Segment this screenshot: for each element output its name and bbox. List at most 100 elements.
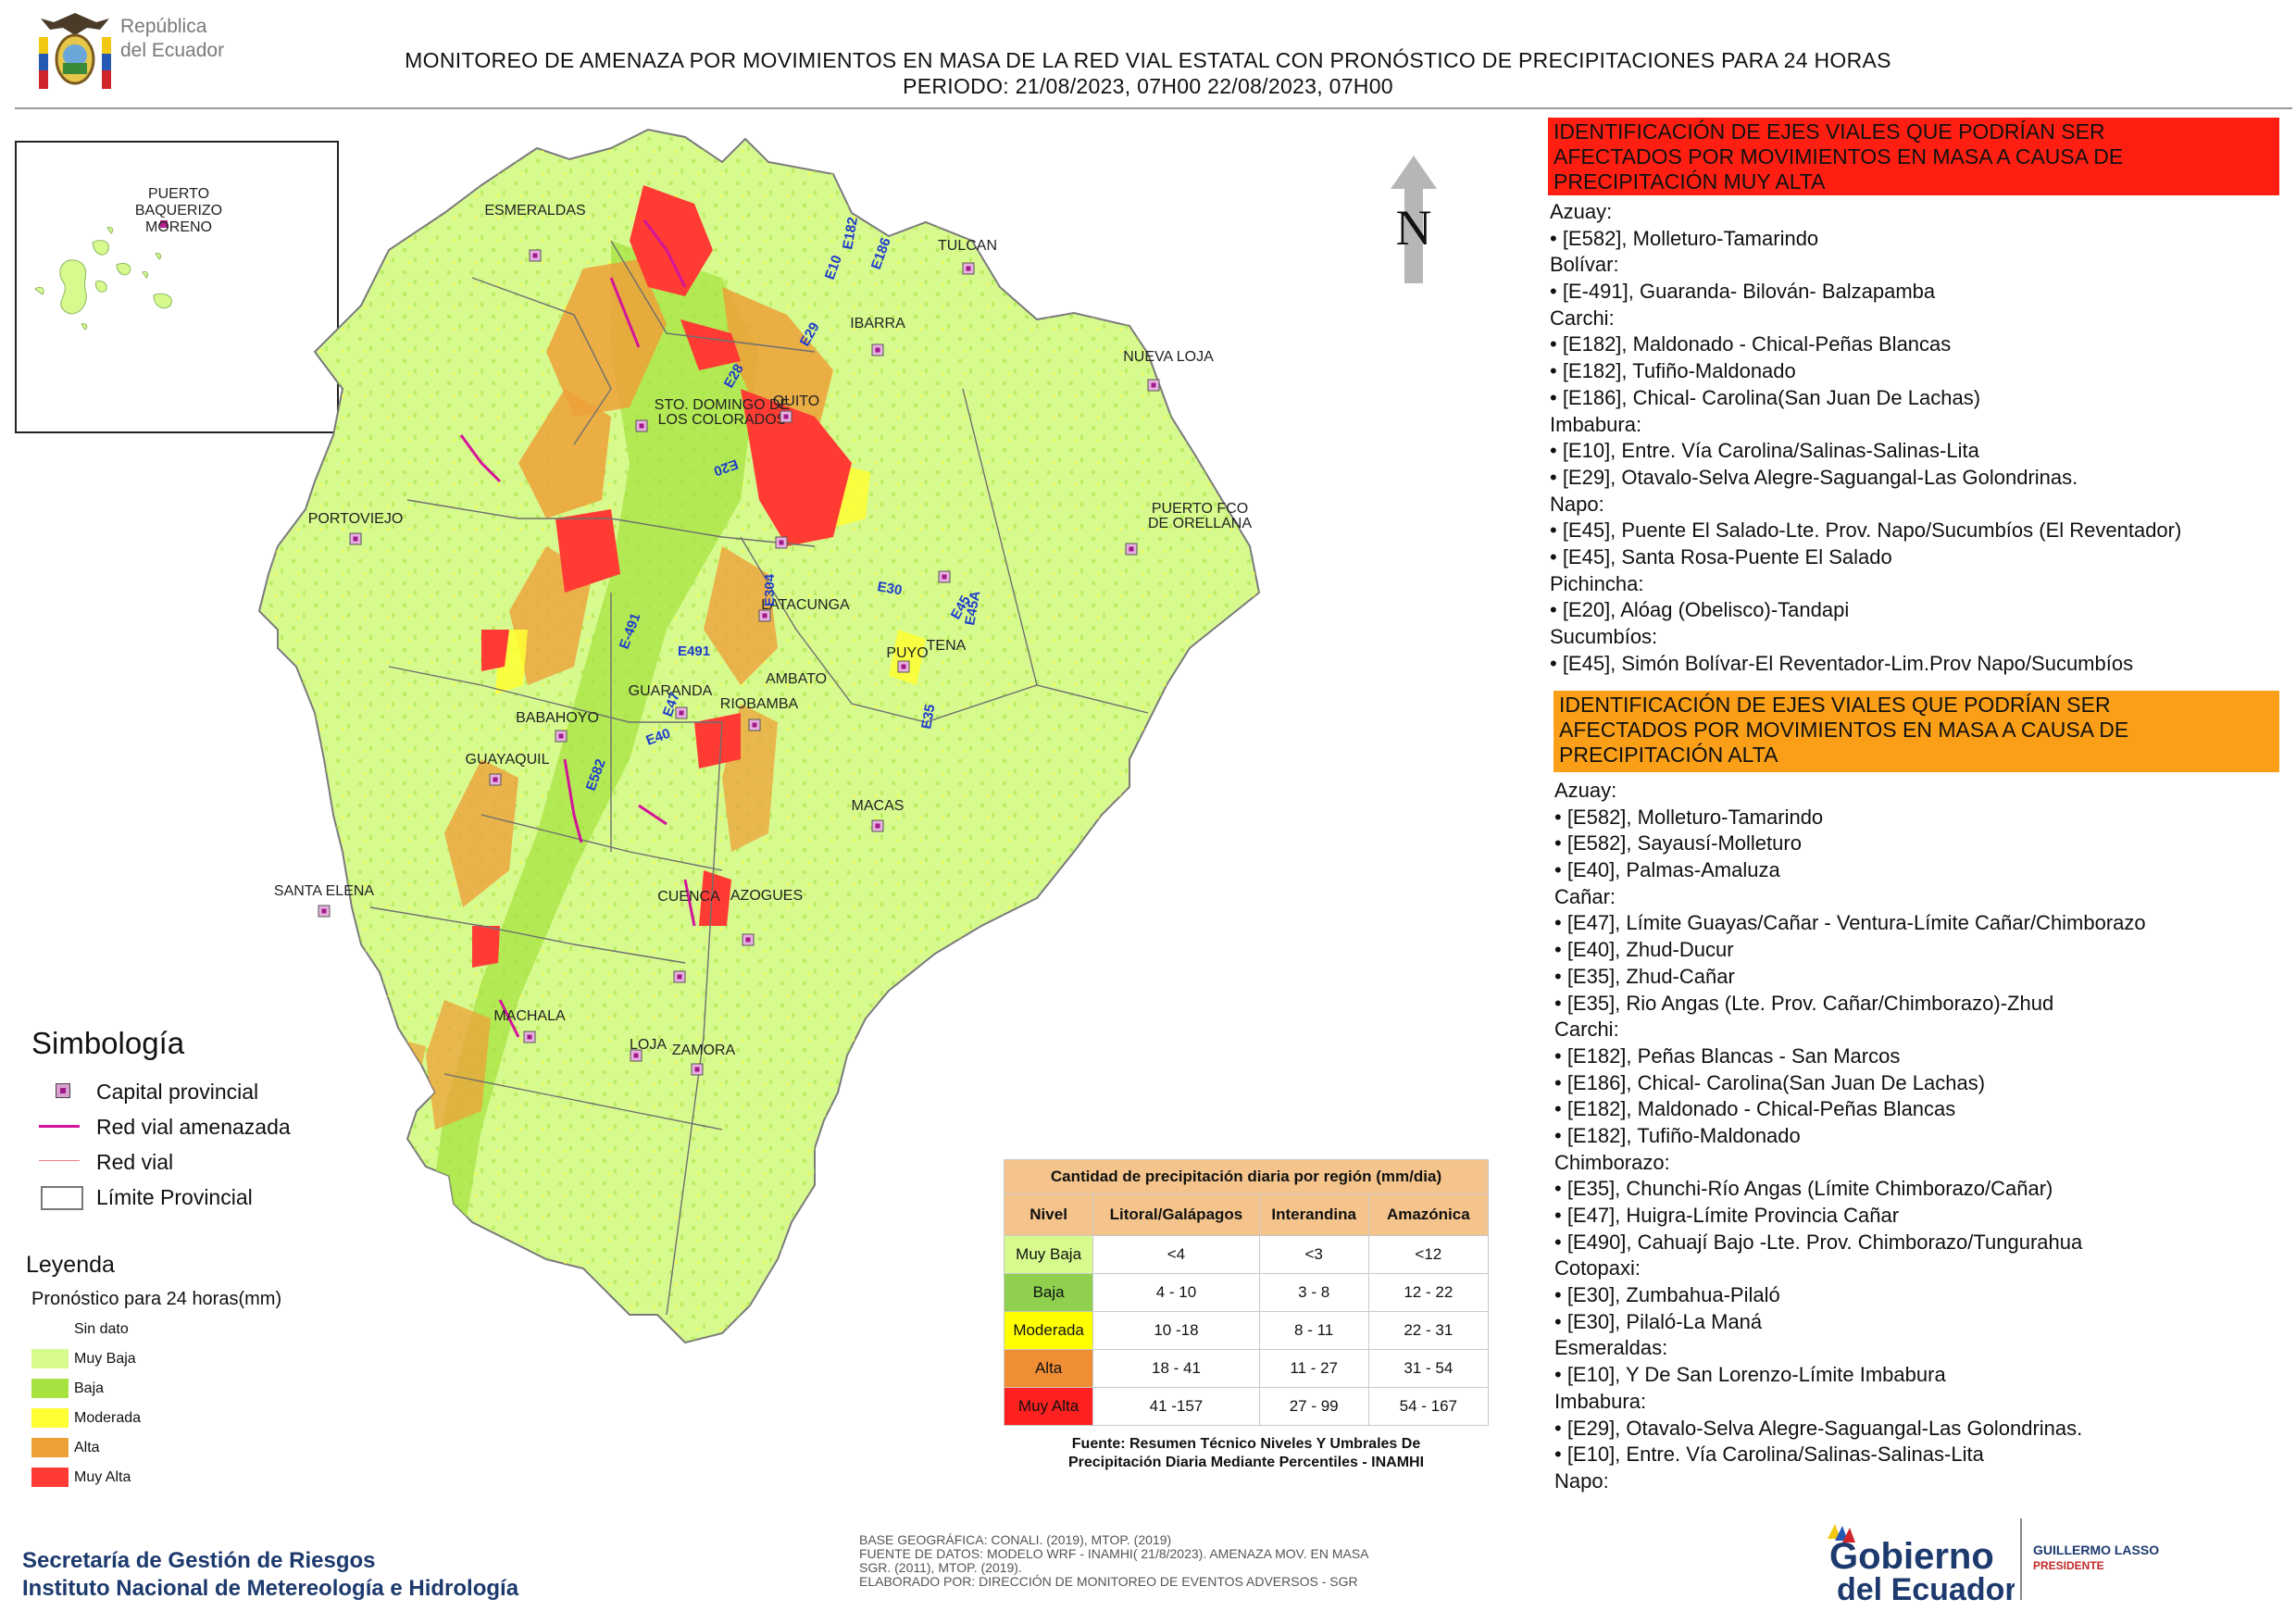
road-item: • [E29], Otavalo-Selva Alegre-Saguangal-… (1554, 1416, 2083, 1440)
alta-roads-heading: IDENTIFICACIÓN DE EJES VIALES QUE PODRÍA… (1554, 691, 2279, 772)
capital-marker-dot (783, 414, 789, 419)
capital-marker-dot (527, 1034, 532, 1040)
road-item: • [E20], Alóag (Obelisco)-Tandapi (1550, 598, 1850, 622)
road-item: • [E10], Y De San Lorenzo-Límite Imbabur… (1554, 1363, 1946, 1387)
capital-marker-dot (875, 823, 880, 829)
level-cell: Baja (1003, 1273, 1094, 1312)
ecuador-map: ESMERALDAS TULCAN IBARRA NUEVA LOJA STO. DOM… (258, 129, 1260, 1343)
map-credits: BASE GEOGRÁFICA: CONALI. (2019), MTOP. (… (859, 1533, 1369, 1589)
leyenda-title: Leyenda (26, 1252, 115, 1278)
road-item: • [E490], Cahuají Bajo -Lte. Prov. Chimb… (1554, 1230, 2083, 1254)
value-cell: 3 - 8 (1258, 1273, 1369, 1312)
capital-marker-dot (966, 266, 971, 271)
city-label: ZAMORA (672, 1043, 736, 1058)
alta-roads-list: Azuay: • [E582], Molleturo-Tamarindo • [E5… (1554, 778, 2146, 1495)
city-label: AZOGUES (730, 888, 803, 904)
credit-line: FUENTE DE DATOS: MODELO WRF - INAMHI( 21… (859, 1546, 1369, 1561)
capital-marker-dot (493, 777, 498, 782)
logo-text-line: República (120, 16, 207, 37)
logo-divider (2020, 1518, 2022, 1600)
level-cell: Alta (1003, 1349, 1094, 1388)
road-item: • [E582], Sayausí-Molleturo (1554, 831, 1802, 856)
heading-line: AFECTADOS POR MOVIMIENTOS EN MASA A CAUS… (1554, 144, 2124, 169)
muy-alta-roads-heading: IDENTIFICACIÓN DE EJES VIALES QUE PODRÍA… (1548, 118, 2279, 195)
city-label: CUENCA (657, 889, 720, 905)
leyenda-label: Muy Alta (74, 1469, 131, 1485)
city-label: QUITO (773, 394, 819, 409)
value-cell: <4 (1092, 1235, 1260, 1274)
road-item: • [E45], Puente El Salado-Lte. Prov. Nap… (1550, 518, 2182, 543)
table-row: Alta 18 - 41 11 - 27 31 - 54 (1003, 1349, 1490, 1388)
credit-line: SGR. (2011), MTOP. (2019). (859, 1560, 1022, 1575)
table-row: Baja 4 - 10 3 - 8 12 - 22 (1003, 1273, 1490, 1312)
capital-marker-dot (677, 974, 682, 980)
road-item: • [E582], Molleturo-Tamarindo (1554, 805, 1824, 829)
capital-marker-dot (558, 733, 564, 739)
simbologia-title: Simbología (31, 1026, 185, 1060)
road-item: • [E182], Maldonado - Chical-Peñas Blanc… (1554, 1097, 1956, 1121)
galapagos-inset: PUERTO BAQUERIZO MORENO (15, 141, 339, 433)
road-item: • [E45], Simón Bolívar-El Reventador-Lim… (1550, 651, 2134, 675)
table-caption: Cantidad de precipitación diaria por reg… (1004, 1159, 1489, 1194)
road-item: • [E35], Rio Angas (Lte. Prov. Cañar/Chi… (1554, 991, 2054, 1015)
capital-marker-dot (353, 536, 358, 542)
capital-marker-dot (1129, 546, 1134, 552)
road-line-icon (39, 1160, 80, 1161)
value-cell: 10 -18 (1092, 1311, 1260, 1350)
capital-marker-dot (745, 937, 751, 943)
table-row: Muy Alta 41 -157 27 - 99 54 - 167 (1003, 1387, 1490, 1426)
credit-line: ELABORADO POR: DIRECCIÓN DE MONITOREO DE… (859, 1574, 1358, 1589)
capital-marker-dot (1151, 382, 1156, 388)
value-cell: 54 - 167 (1367, 1387, 1490, 1426)
inset-city-line: MORENO (145, 219, 212, 235)
province-heading: Chimborazo: (1554, 1150, 1670, 1174)
city-label: TENA (927, 638, 967, 654)
president-title: PRESIDENTE (2033, 1559, 2104, 1572)
road-item: • [E-491], Guaranda- Bilován- Balzapamba (1550, 280, 1936, 304)
value-cell: 22 - 31 (1367, 1311, 1490, 1350)
city-label: PUYO (886, 645, 928, 661)
table-header-cell: Interandina (1258, 1193, 1369, 1236)
inset-capital-marker (160, 220, 168, 228)
road-label: E182 (840, 216, 861, 250)
road-item: • [E10], Entre. Vía Carolina/Salinas-Sal… (1550, 439, 1979, 463)
table-row: Moderada 10 -18 8 - 11 22 - 31 (1003, 1311, 1490, 1350)
leyenda-label: Baja (74, 1380, 105, 1396)
road-item: • [E30], Zumbahua-Pilaló (1554, 1283, 1780, 1307)
leyenda-label: Sin dato (74, 1321, 129, 1337)
road-item: • [E29], Otavalo-Selva Alegre-Saguangal-… (1550, 465, 2078, 489)
map-title: MONITOREO DE AMENAZA POR MOVIMIENTOS EN … (405, 48, 1891, 72)
province-heading: Imbabura: (1550, 412, 1642, 436)
value-cell: 8 - 11 (1258, 1311, 1369, 1350)
table-source: Fuente: Resumen Técnico Niveles Y Umbral… (1004, 1435, 1489, 1472)
city-label: SANTA ELENA (274, 883, 375, 899)
value-cell: 18 - 41 (1092, 1349, 1260, 1388)
capital-marker-dot (942, 574, 947, 580)
value-cell: 4 - 10 (1092, 1273, 1260, 1312)
city-label: GUARANDA (629, 683, 713, 699)
header-divider (15, 107, 2292, 109)
city-label: PUERTO FCO (1152, 501, 1248, 517)
road-item: • [E10], Entre. Vía Carolina/Salinas-Sal… (1554, 1443, 1984, 1467)
city-label: NUEVA LOJA (1123, 349, 1214, 365)
threat-road-line-icon (39, 1125, 80, 1128)
value-cell: 27 - 99 (1258, 1387, 1369, 1426)
capital-marker-dot (679, 710, 684, 716)
road-label: E45A (962, 590, 983, 627)
leyenda-swatch (31, 1468, 69, 1487)
heading-line: IDENTIFICACIÓN DE EJES VIALES QUE PODRÍA… (1559, 693, 2111, 717)
capital-marker-icon (56, 1083, 70, 1098)
table-header-cell: Nivel (1003, 1193, 1094, 1236)
road-item: • [E30], Pilaló-La Maná (1554, 1309, 1763, 1333)
road-item: • [E182], Tufiño-Maldonado (1550, 359, 1796, 383)
ecuador-coat-of-arms (35, 9, 115, 98)
city-label: LATACUNGA (761, 597, 850, 613)
legend-label: Límite Provincial (96, 1185, 253, 1209)
table-header-cell: Amazónica (1367, 1193, 1490, 1236)
province-heading: Pichincha: (1550, 571, 1644, 595)
precipitation-table: Cantidad de precipitación diaria por reg… (1003, 1159, 1490, 1426)
city-label: IBARRA (850, 316, 905, 331)
capital-marker-dot (752, 722, 757, 728)
logo-word: del Ecuador (1837, 1572, 2015, 1607)
road-item: • [E186], Chical- Carolina(San Juan De L… (1550, 385, 1981, 409)
